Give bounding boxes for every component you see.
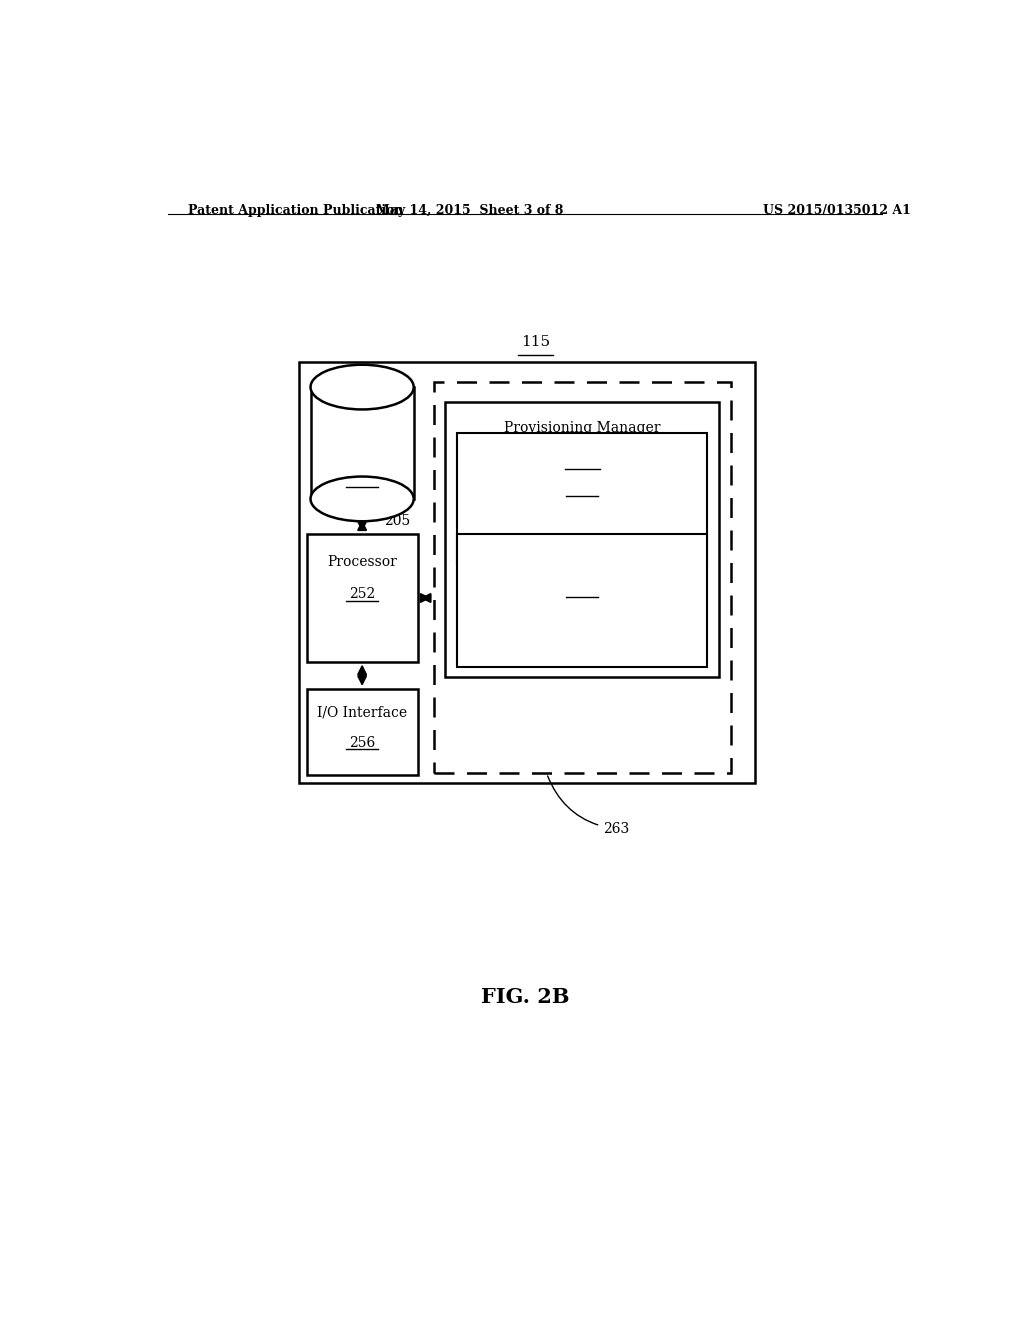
Text: May 14, 2015  Sheet 3 of 8: May 14, 2015 Sheet 3 of 8	[376, 205, 563, 216]
Bar	[310, 387, 414, 499]
Bar	[313, 385, 412, 407]
Text: Provisioning Manager: Provisioning Manager	[504, 421, 660, 434]
Text: 262: 262	[569, 482, 596, 495]
Text: Data
Store: Data Store	[343, 428, 381, 459]
Text: Patent Application Publication: Patent Application Publication	[187, 205, 403, 216]
Text: Discovery Engine: Discovery Engine	[520, 451, 644, 465]
Text: 256: 256	[349, 735, 375, 750]
Bar	[458, 535, 708, 667]
Bar	[306, 535, 418, 661]
Bar	[306, 689, 418, 775]
Text: US 2015/0135012 A1: US 2015/0135012 A1	[763, 205, 910, 216]
Text: Processor: Processor	[328, 554, 397, 569]
Bar	[445, 403, 719, 677]
Text: 260: 260	[569, 455, 596, 469]
Ellipse shape	[310, 477, 414, 521]
Bar	[433, 381, 731, 774]
Bar	[458, 433, 708, 565]
Text: 252: 252	[349, 587, 375, 602]
Text: 115: 115	[521, 335, 551, 350]
Text: 254: 254	[349, 474, 376, 487]
Text: 205: 205	[384, 513, 411, 528]
Bar	[299, 362, 755, 784]
Text: FIG. 2B: FIG. 2B	[480, 987, 569, 1007]
Text: I/O Interface: I/O Interface	[317, 705, 408, 719]
Text: 264: 264	[569, 583, 596, 597]
Text: 263: 263	[548, 776, 630, 836]
Ellipse shape	[310, 364, 414, 409]
Text: Node Provisioner: Node Provisioner	[521, 553, 644, 566]
